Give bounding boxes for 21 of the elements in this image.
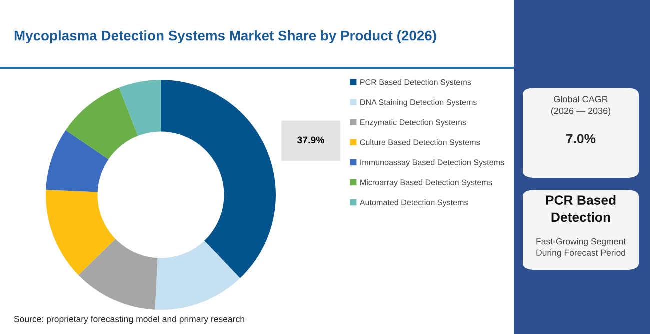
legend-label: Enzymatic Detection Systems xyxy=(360,119,466,127)
legend-label: Immunoassay Based Detection Systems xyxy=(360,159,504,167)
text: Global CAGR (2026 — 2036) xyxy=(551,96,611,116)
legend-label: Microarray Based Detection Systems xyxy=(360,179,492,187)
legend-label: Automated Detection Systems xyxy=(360,200,468,208)
source-note: Source: proprietary forecasting model and primary research xyxy=(14,316,244,324)
donut-slice xyxy=(46,190,116,276)
donut-slice xyxy=(46,130,109,192)
legend-label: PCR Based Detection Systems xyxy=(360,79,472,87)
donut-slice xyxy=(78,239,158,310)
chart-title: Mycoplasma Detection Systems Market Share by Product (2026) xyxy=(14,30,436,44)
legend-label: Culture Based Detection Systems xyxy=(360,139,480,147)
donut-slice xyxy=(155,240,240,310)
donut-slice xyxy=(119,80,161,136)
donut-slice xyxy=(161,80,276,278)
donut-slice xyxy=(66,88,138,160)
text: Fast-Growing Segment During Forecast Period xyxy=(536,238,626,258)
data-label: 37.9% xyxy=(297,136,325,144)
text: 7.0% xyxy=(566,134,596,144)
text: PCR Based Detection xyxy=(546,195,616,222)
legend-label: DNA Staining Detection Systems xyxy=(360,99,477,107)
